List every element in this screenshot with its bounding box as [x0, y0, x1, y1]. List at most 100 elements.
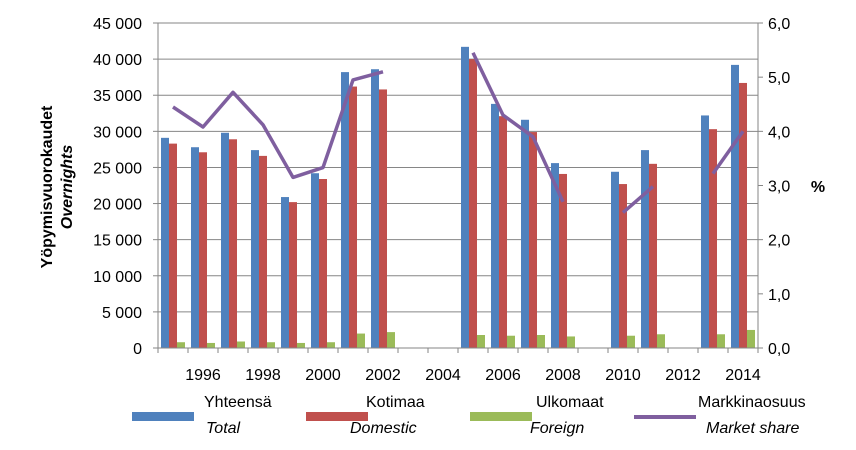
y2-tick-label: 0,0	[768, 341, 790, 358]
y2-tick-label: 2,0	[768, 233, 790, 250]
bar-domestic	[289, 202, 297, 348]
gridlines	[158, 22, 758, 313]
bar-total	[251, 150, 259, 348]
bar-foreign	[177, 342, 185, 348]
bar-domestic	[739, 82, 747, 348]
bar-foreign	[717, 334, 725, 348]
y-tick-label: 15 000	[93, 233, 142, 250]
legend-label-foreign-en: Foreign	[530, 420, 585, 437]
y-tick-label: 0	[133, 341, 142, 358]
bar-total	[371, 69, 379, 348]
bar-domestic	[499, 116, 507, 349]
legend-line-market-share	[634, 415, 696, 419]
y-tick-label: 35 000	[93, 88, 142, 105]
legend: Yhteensä Total Kotimaa Domestic Ulkomaat…	[0, 392, 856, 450]
bar-foreign	[627, 335, 635, 348]
y2-tick-label: 3,0	[768, 179, 790, 196]
line-segment-market-share	[471, 52, 565, 203]
x-tick-label: 2010	[605, 367, 641, 384]
bar-domestic	[469, 59, 477, 348]
bar-foreign	[747, 329, 755, 348]
legend-swatch-foreign	[470, 412, 532, 421]
bar-foreign	[477, 335, 485, 348]
y-tick-label: 10 000	[93, 269, 142, 286]
y-axis-label-english: Overnights	[59, 145, 76, 230]
y2-tick-label: 6,0	[768, 16, 790, 33]
x-tick-label: 2012	[665, 367, 701, 384]
bar-total	[161, 137, 169, 348]
bar-domestic	[259, 155, 267, 348]
bar-foreign	[357, 333, 365, 348]
bar-total	[731, 64, 739, 348]
bar-domestic	[319, 179, 327, 348]
bar-foreign	[207, 342, 215, 348]
bar-total	[341, 72, 349, 348]
bar-total	[191, 147, 199, 348]
y2-tick-label: 4,0	[768, 124, 790, 141]
legend-label-market-share-en: Market share	[706, 420, 800, 437]
line-segment-market-share	[172, 70, 384, 180]
x-tick-label: 2000	[305, 367, 341, 384]
y-tick-label: 40 000	[93, 52, 142, 69]
chart: 0 5 000 10 000 15 000 20 000 25 000 30 000 35 0…	[39, 16, 825, 384]
bar-total	[311, 173, 319, 348]
line-segment-market-share	[621, 185, 655, 214]
bar-domestic	[559, 173, 567, 348]
bar-total	[551, 163, 559, 348]
y-tick-label: 25 000	[93, 160, 142, 177]
y-tick-label: 45 000	[93, 16, 142, 33]
line-segment-market-share	[711, 130, 745, 175]
bar-total	[461, 46, 469, 348]
bar-foreign	[327, 342, 335, 348]
tick-labels: 0 5 000 10 000 15 000 20 000 25 000 30 000 35 0…	[93, 16, 790, 384]
bar-domestic	[619, 184, 627, 348]
bar-total	[221, 132, 229, 348]
axes	[153, 22, 763, 353]
market-share-line	[172, 52, 745, 214]
x-tick-label: 2008	[545, 367, 581, 384]
x-tick-label: 1996	[185, 367, 221, 384]
y-tick-label: 20 000	[93, 197, 142, 214]
legend-swatch-domestic	[306, 412, 368, 421]
bars	[161, 46, 755, 349]
y2-axis-label: %	[811, 179, 825, 196]
bar-domestic	[379, 89, 387, 348]
y2-tick-label: 1,0	[768, 287, 790, 304]
bar-total	[641, 150, 649, 348]
y-tick-label: 5 000	[102, 305, 142, 322]
legend-label-domestic: Kotimaa	[366, 394, 425, 411]
y2-tick-label: 5,0	[768, 70, 790, 87]
bar-foreign	[537, 335, 545, 348]
bar-total	[281, 197, 289, 348]
bar-domestic	[349, 86, 357, 349]
bar-total	[701, 115, 709, 348]
bar-domestic	[649, 163, 657, 348]
bar-total	[491, 103, 499, 348]
legend-swatch-total	[132, 412, 194, 421]
bar-domestic	[529, 132, 537, 348]
bar-foreign	[657, 334, 665, 348]
bar-total	[611, 171, 619, 348]
x-tick-label: 2004	[425, 367, 461, 384]
bar-foreign	[267, 342, 275, 348]
bar-foreign	[567, 336, 575, 348]
bar-domestic	[169, 143, 177, 348]
x-tick-label: 2014	[725, 367, 761, 384]
legend-label-foreign: Ulkomaat	[536, 394, 604, 411]
legend-label-market-share: Markkinaosuus	[698, 394, 806, 411]
bar-foreign	[507, 335, 515, 348]
bar-domestic	[199, 152, 207, 348]
bar-foreign	[297, 342, 305, 348]
x-tick-label: 1998	[245, 367, 281, 384]
bar-domestic	[229, 139, 237, 348]
x-tick-label: 2006	[485, 367, 521, 384]
bar-total	[521, 119, 529, 349]
legend-label-total-en: Total	[206, 420, 241, 437]
legend-label-domestic-en: Domestic	[350, 420, 417, 437]
y-axis-label: Yöpymisvuorokaudet	[39, 105, 56, 268]
bar-domestic	[709, 129, 717, 348]
legend-label-total: Yhteensä	[204, 394, 272, 411]
y-tick-label: 30 000	[93, 124, 142, 141]
bar-foreign	[387, 332, 395, 348]
bar-foreign	[237, 341, 245, 348]
